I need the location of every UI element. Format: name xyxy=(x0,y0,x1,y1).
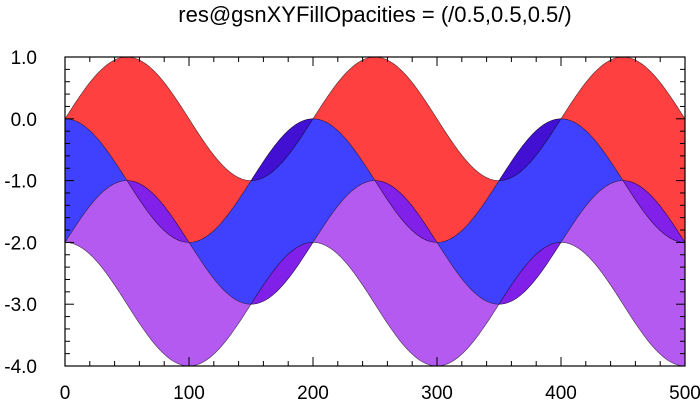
fill-overlap-2 xyxy=(65,180,685,305)
y-tick-label: 1.0 xyxy=(11,48,37,69)
axes: 0 100 200 300 400 500 1.0 0.0 -1.0 -2.0 -3.0 -4.0 xyxy=(4,48,700,404)
x-tick-label: 500 xyxy=(669,383,700,404)
y-tick-label: -2.0 xyxy=(4,233,37,254)
x-tick-label: 100 xyxy=(173,383,205,404)
fill-layer xyxy=(65,57,685,366)
y-tick-label: -1.0 xyxy=(4,172,37,193)
y-tick-label: -3.0 xyxy=(4,295,37,316)
series-line-4 xyxy=(64,242,686,367)
fill-band-2 xyxy=(65,118,685,305)
series-line-3 xyxy=(64,180,686,305)
y-tick-label: 0.0 xyxy=(11,110,37,131)
x-tick-label: 0 xyxy=(60,383,71,404)
y-tick-label: -4.0 xyxy=(4,357,37,378)
x-tick-label: 200 xyxy=(297,383,329,404)
plot-frame xyxy=(64,56,686,367)
x-tick-label: 300 xyxy=(421,383,453,404)
chart-title: res@gsnXYFillOpacities = (/0.5,0.5,0.5/) xyxy=(178,2,571,27)
x-tick-label: 400 xyxy=(545,383,577,404)
fill-band-1 xyxy=(65,57,685,243)
fill-band-3 xyxy=(65,180,685,366)
